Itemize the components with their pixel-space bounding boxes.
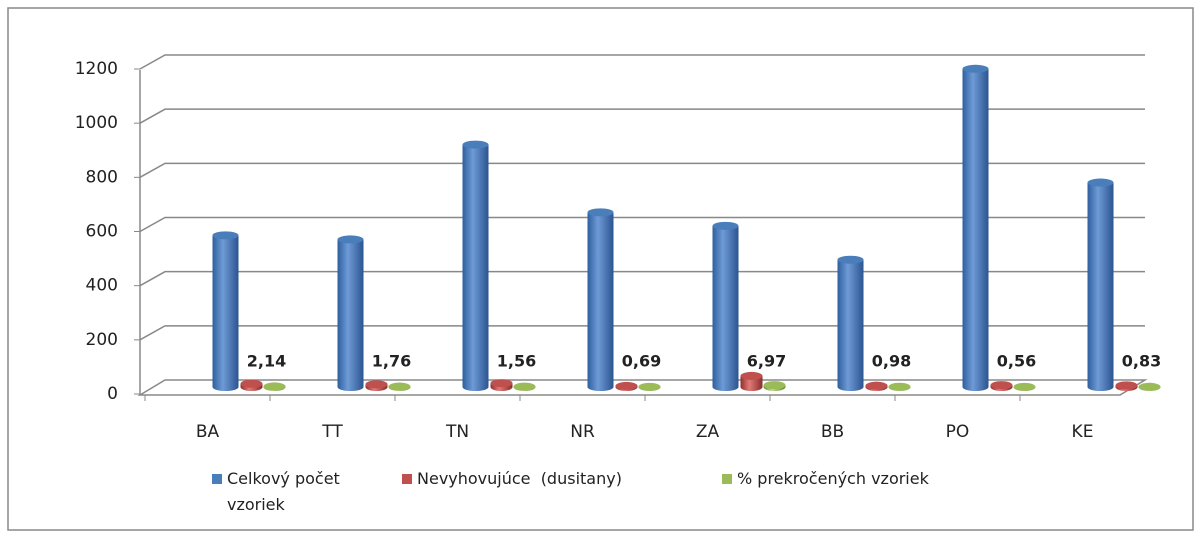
bar (962, 68, 989, 391)
bar-top (490, 379, 513, 388)
bar-top (513, 382, 536, 391)
data-label: 6,97 (747, 352, 786, 371)
data-label: 0,69 (622, 352, 661, 371)
bar-top (837, 255, 864, 264)
bar-top (865, 381, 888, 390)
bar (587, 212, 614, 391)
x-tick-label: TT (321, 422, 343, 442)
y-tick-label: 800 (86, 167, 118, 187)
y-tick-label: 0 (107, 384, 118, 404)
x-tick-label: NR (570, 422, 595, 442)
bar-top (462, 140, 489, 149)
x-tick-label: PO (946, 422, 970, 442)
bar-top (1087, 178, 1114, 187)
bar-top (263, 382, 286, 391)
bar-top (388, 382, 411, 391)
x-tick-label: TN (445, 422, 469, 442)
bar-top (365, 380, 388, 389)
bar (462, 144, 489, 391)
grid-line (139, 270, 1145, 287)
data-label: 1,76 (372, 352, 411, 371)
bar-top (212, 231, 239, 240)
legend-item: Nevyhovujúce (dusitany) (402, 466, 702, 492)
data-label: 0,83 (1122, 352, 1161, 371)
bar-top (763, 381, 786, 390)
data-label: 2,14 (247, 352, 286, 371)
y-tick-label: 400 (86, 276, 118, 296)
bar-top (1013, 382, 1036, 391)
bar-top (615, 381, 638, 390)
frame (7, 7, 1194, 531)
data-label: 0,98 (872, 352, 911, 371)
legend-swatch (212, 474, 222, 484)
grid-line (139, 54, 1145, 70)
legend-label: Nevyhovujúce (dusitany) (417, 469, 622, 488)
bar (712, 225, 739, 391)
legend-item: Celkový počet vzoriek (212, 466, 382, 518)
x-tick-label: BB (821, 422, 844, 442)
legend-swatch (402, 474, 412, 484)
grid-line (139, 216, 1145, 233)
legend-item: % prekročených vzoriek (722, 466, 982, 492)
bar-top (740, 371, 763, 380)
data-label: 1,56 (497, 352, 536, 371)
bar (1087, 182, 1114, 391)
bar-top (638, 382, 661, 391)
data-label: 0,56 (997, 352, 1036, 371)
y-tick-label: 1200 (75, 59, 118, 79)
bar-top (587, 208, 614, 217)
x-tick-label: BA (196, 422, 220, 442)
bar (740, 375, 763, 391)
bar-top (712, 221, 739, 230)
bar (337, 239, 364, 391)
grid-line (139, 108, 1145, 124)
x-tick-label: ZA (696, 422, 720, 442)
legend-label: Celkový počet vzoriek (227, 469, 345, 514)
grid-line (139, 162, 1145, 178)
bar-top (1138, 382, 1161, 391)
x-tick-label: KE (1072, 422, 1094, 442)
legend: Celkový počet vzoriek Nevyhovujúce (dusit… (212, 466, 1002, 518)
legend-swatch (722, 474, 732, 484)
bar-top (337, 235, 364, 244)
bar-top (240, 379, 263, 388)
bar-top (1115, 381, 1138, 390)
bar-top (888, 382, 911, 391)
bar-top (962, 64, 989, 73)
grid-line (139, 325, 1145, 341)
bar-top (990, 381, 1013, 390)
y-tick-label: 600 (86, 222, 118, 242)
bar (837, 259, 864, 391)
bar (212, 235, 239, 391)
y-tick-label: 1000 (75, 113, 118, 133)
y-tick-label: 200 (86, 330, 118, 350)
legend-label: % prekročených vzoriek (737, 469, 929, 488)
